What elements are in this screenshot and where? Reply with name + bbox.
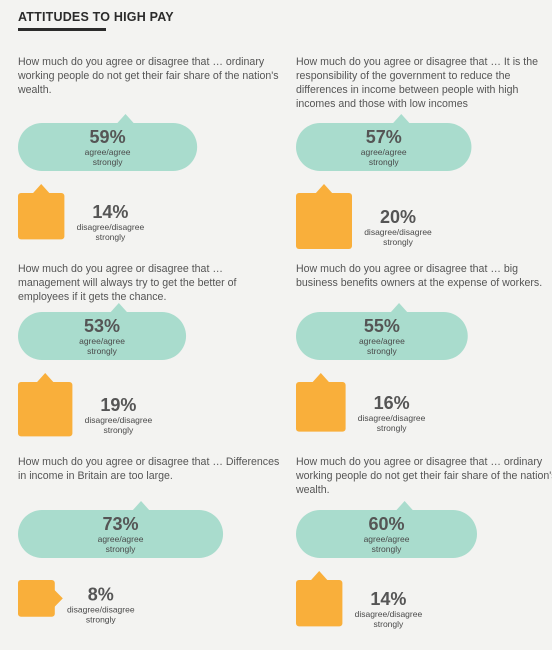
agree-category-label-line2: strongly	[106, 544, 137, 554]
disagree-category-label-line2: strongly	[377, 423, 408, 433]
agree-pointer	[116, 114, 135, 124]
agree-category-label-line2: strongly	[369, 157, 400, 167]
agree-category-label-line2: strongly	[372, 544, 403, 554]
page-title: ATTITUDES TO HIGH PAY	[18, 10, 174, 24]
disagree-pointer	[311, 373, 330, 383]
agree-category-label-line1: agree/agree	[79, 336, 125, 346]
panel-chart: 59%agree/agreestrongly14%disagree/disagr…	[18, 114, 198, 242]
agree-value-label: 60%	[368, 514, 404, 534]
disagree-category-label-line1: disagree/disagree	[364, 227, 432, 237]
panel-question: How much do you agree or disagree that ……	[296, 456, 552, 497]
disagree-value-label: 14%	[92, 202, 128, 222]
agree-value-label: 73%	[103, 514, 139, 534]
disagree-value-label: 8%	[88, 584, 114, 604]
agree-category-label-line2: strongly	[93, 157, 124, 167]
survey-panel-1: How much do you agree or disagree that ……	[18, 55, 280, 250]
panel-question: How much do you agree or disagree that ……	[18, 56, 279, 97]
agree-pointer	[109, 303, 128, 313]
agree-pointer	[395, 501, 414, 511]
disagree-pointer	[32, 184, 51, 194]
disagree-category-label-line1: disagree/disagree	[358, 413, 426, 423]
agree-bar	[296, 312, 468, 360]
agree-category-label-line1: agree/agree	[364, 534, 410, 544]
agree-bar	[296, 510, 477, 558]
panel-chart: 55%agree/agreestrongly16%disagree/disagr…	[296, 303, 468, 433]
agree-category-label-line2: strongly	[87, 346, 118, 356]
agree-value-label: 57%	[366, 127, 402, 147]
disagree-category-label-line1: disagree/disagree	[85, 415, 153, 425]
agree-bar	[18, 312, 187, 360]
panel-chart: 60%agree/agreestrongly14%disagree/disagr…	[296, 501, 477, 629]
disagree-bar	[296, 382, 346, 432]
disagree-bar	[18, 580, 55, 617]
disagree-bar	[18, 382, 73, 437]
agree-category-label-line1: agree/agree	[98, 534, 144, 544]
agree-pointer	[390, 303, 409, 313]
disagree-category-label-line1: disagree/disagree	[77, 222, 145, 232]
agree-category-label-line1: agree/agree	[85, 147, 131, 157]
agree-bar	[18, 510, 224, 558]
panel-question: How much do you agree or disagree that ……	[296, 263, 543, 290]
survey-panel-6: How much do you agree or disagree that ……	[296, 455, 552, 650]
disagree-pointer	[36, 373, 55, 383]
agree-value-label: 59%	[90, 127, 126, 147]
disagree-category-label-line2: strongly	[374, 619, 405, 629]
disagree-category-label-line1: disagree/disagree	[67, 604, 135, 614]
agree-category-label-line1: agree/agree	[361, 147, 407, 157]
disagree-bar	[296, 580, 343, 627]
agree-category-label-line1: agree/agree	[359, 336, 405, 346]
survey-panel-4: How much do you agree or disagree that ……	[296, 262, 552, 457]
disagree-pointer	[53, 589, 63, 608]
disagree-bar	[18, 193, 65, 240]
disagree-value-label: 14%	[370, 589, 406, 609]
disagree-category-label-line1: disagree/disagree	[355, 609, 423, 619]
agree-bar	[296, 123, 472, 171]
agree-value-label: 55%	[364, 316, 400, 336]
disagree-category-label-line2: strongly	[383, 237, 414, 247]
survey-panel-2: How much do you agree or disagree that ……	[296, 55, 552, 250]
disagree-category-label-line2: strongly	[104, 425, 135, 435]
panel-question: How much do you agree or disagree that ……	[18, 263, 237, 304]
panel-question: How much do you agree or disagree that ……	[18, 456, 280, 483]
disagree-value-label: 20%	[380, 207, 416, 227]
disagree-pointer	[315, 184, 333, 194]
agree-pointer	[132, 501, 151, 511]
disagree-category-label-line2: strongly	[86, 614, 117, 624]
agree-value-label: 53%	[84, 316, 120, 336]
disagree-value-label: 16%	[374, 393, 410, 413]
panel-chart: 57%agree/agreestrongly20%disagree/disagr…	[296, 114, 472, 249]
disagree-category-label-line2: strongly	[96, 232, 127, 242]
disagree-pointer	[310, 571, 329, 581]
agree-category-label-line2: strongly	[367, 346, 398, 356]
disagree-bar	[296, 193, 352, 249]
survey-panel-3: How much do you agree or disagree that ……	[18, 262, 280, 457]
agree-bar	[18, 123, 198, 171]
title-underline	[18, 28, 106, 31]
panel-chart: 73%agree/agreestrongly8%disagree/disagre…	[18, 501, 224, 624]
panel-question: How much do you agree or disagree that ……	[296, 56, 539, 111]
panel-chart: 53%agree/agreestrongly19%disagree/disagr…	[18, 303, 187, 437]
disagree-value-label: 19%	[100, 395, 136, 415]
survey-panel-5: How much do you agree or disagree that ……	[18, 455, 280, 650]
agree-pointer	[392, 114, 411, 124]
